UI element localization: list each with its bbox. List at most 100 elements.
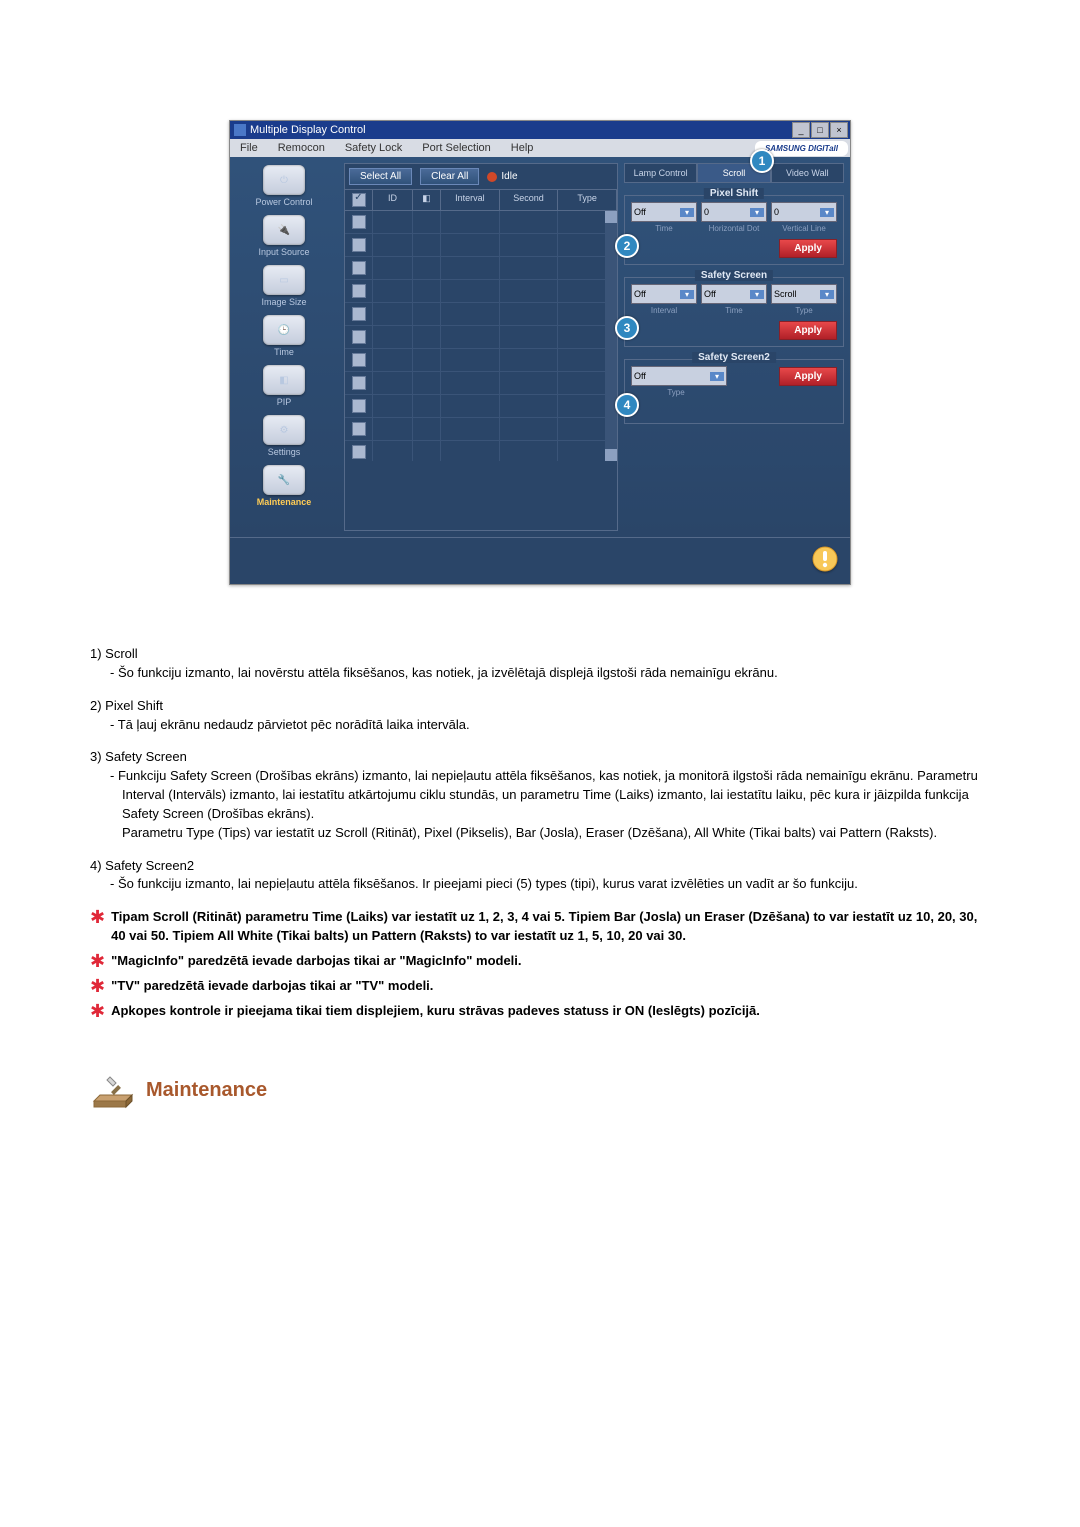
safety-screen-interval[interactable]: Off▾ bbox=[631, 284, 697, 304]
star-icon: ✱ bbox=[90, 952, 105, 971]
pixel-shift-onoff[interactable]: Off▾ bbox=[631, 202, 697, 222]
row-checkbox[interactable] bbox=[352, 261, 366, 275]
table-row[interactable] bbox=[345, 418, 617, 441]
callout-1: 1 bbox=[750, 149, 774, 173]
menu-safety-lock[interactable]: Safety Lock bbox=[335, 139, 412, 157]
idle-indicator: Idle bbox=[487, 171, 517, 182]
sidebar-item-power[interactable]: ⏻ Power Control bbox=[234, 163, 334, 209]
panel-tabs: Lamp Control Scroll Video Wall bbox=[624, 163, 844, 183]
table-row[interactable] bbox=[345, 280, 617, 303]
col-status: ◧ bbox=[413, 190, 441, 210]
table-row[interactable] bbox=[345, 349, 617, 372]
pixel-shift-group: Pixel Shift Off▾ 0▾ 0▾ Time Horizontal D… bbox=[624, 195, 844, 265]
table-row[interactable] bbox=[345, 441, 617, 461]
idle-dot-icon bbox=[487, 172, 497, 182]
safety-screen-apply-button[interactable]: Apply bbox=[779, 321, 837, 340]
display-grid: Select All Clear All Idle ID ◧ Interval … bbox=[344, 163, 618, 531]
maintenance-heading-icon bbox=[90, 1071, 136, 1111]
table-row[interactable] bbox=[345, 372, 617, 395]
maintenance-icon: 🔧 bbox=[263, 465, 305, 495]
pixel-shift-vline[interactable]: 0▾ bbox=[771, 202, 837, 222]
pixel-shift-title: Pixel Shift bbox=[704, 188, 764, 199]
callout-3: 3 bbox=[615, 316, 639, 340]
control-panel: Lamp Control Scroll Video Wall 1 Pixel S… bbox=[624, 163, 844, 531]
input-icon: 🔌 bbox=[263, 215, 305, 245]
table-row[interactable] bbox=[345, 326, 617, 349]
item-4-title: 4) Safety Screen2 bbox=[90, 857, 990, 876]
col-interval: Interval bbox=[441, 190, 500, 210]
grid-header: ID ◧ Interval Second Type bbox=[345, 189, 617, 211]
pip-icon: ◧ bbox=[263, 365, 305, 395]
time-icon: 🕒 bbox=[263, 315, 305, 345]
star-icon: ✱ bbox=[90, 908, 105, 946]
sidebar-item-time[interactable]: 🕒 Time bbox=[234, 313, 334, 359]
item-3-body2: Parametru Type (Tips) var iestatīt uz Sc… bbox=[90, 824, 990, 843]
scroll-up-icon[interactable] bbox=[605, 211, 617, 223]
table-row[interactable] bbox=[345, 303, 617, 326]
description-list: 1) Scroll - Šo funkciju izmanto, lai nov… bbox=[90, 645, 990, 894]
table-row[interactable] bbox=[345, 211, 617, 234]
safety-screen2-apply-button[interactable]: Apply bbox=[779, 367, 837, 386]
window-title: Multiple Display Control bbox=[250, 124, 366, 136]
section-heading-text: Maintenance bbox=[146, 1079, 267, 1102]
minimize-button[interactable]: _ bbox=[792, 122, 810, 138]
pixel-shift-apply-button[interactable]: Apply bbox=[779, 239, 837, 258]
item-3-title: 3) Safety Screen bbox=[90, 748, 990, 767]
menu-file[interactable]: File bbox=[230, 139, 268, 157]
safety-screen-type[interactable]: Scroll▾ bbox=[771, 284, 837, 304]
col-id: ID bbox=[373, 190, 413, 210]
table-row[interactable] bbox=[345, 234, 617, 257]
row-checkbox[interactable] bbox=[352, 215, 366, 229]
warning-icon bbox=[810, 544, 840, 578]
safety-screen2-type[interactable]: Off▾ bbox=[631, 366, 727, 386]
table-row[interactable] bbox=[345, 395, 617, 418]
sidebar-item-image-size[interactable]: ▭ Image Size bbox=[234, 263, 334, 309]
settings-icon: ⚙ bbox=[263, 415, 305, 445]
sidebar-item-pip[interactable]: ◧ PIP bbox=[234, 363, 334, 409]
tab-video-wall[interactable]: Video Wall bbox=[771, 163, 844, 183]
callout-4: 4 bbox=[615, 393, 639, 417]
table-row[interactable] bbox=[345, 257, 617, 280]
close-button[interactable]: × bbox=[830, 122, 848, 138]
callout-2: 2 bbox=[615, 234, 639, 258]
row-checkbox[interactable] bbox=[352, 399, 366, 413]
menu-port-selection[interactable]: Port Selection bbox=[412, 139, 500, 157]
safety-screen-title: Safety Screen bbox=[695, 270, 773, 281]
sidebar-item-settings[interactable]: ⚙ Settings bbox=[234, 413, 334, 459]
menu-help[interactable]: Help bbox=[501, 139, 544, 157]
scroll-down-icon[interactable] bbox=[605, 449, 617, 461]
row-checkbox[interactable] bbox=[352, 353, 366, 367]
row-checkbox[interactable] bbox=[352, 422, 366, 436]
titlebar: Multiple Display Control _ □ × bbox=[230, 121, 850, 139]
row-checkbox[interactable] bbox=[352, 238, 366, 252]
note-4: Apkopes kontrole ir pieejama tikai tiem … bbox=[111, 1002, 760, 1021]
grid-body bbox=[345, 211, 617, 461]
item-2-title: 2) Pixel Shift bbox=[90, 697, 990, 716]
tab-lamp-control[interactable]: Lamp Control bbox=[624, 163, 697, 183]
sidebar-item-input[interactable]: 🔌 Input Source bbox=[234, 213, 334, 259]
clear-all-button[interactable]: Clear All bbox=[420, 168, 479, 185]
col-second: Second bbox=[500, 190, 559, 210]
row-checkbox[interactable] bbox=[352, 376, 366, 390]
header-checkbox[interactable] bbox=[352, 193, 366, 207]
item-3-body1: - Funkciju Safety Screen (Drošības ekrān… bbox=[90, 767, 990, 824]
pixel-shift-hdot[interactable]: 0▾ bbox=[701, 202, 767, 222]
row-checkbox[interactable] bbox=[352, 284, 366, 298]
select-all-button[interactable]: Select All bbox=[349, 168, 412, 185]
section-heading: Maintenance bbox=[90, 1071, 990, 1111]
star-icon: ✱ bbox=[90, 977, 105, 996]
status-bar bbox=[230, 537, 850, 584]
item-2-body: - Tā ļauj ekrānu nedaudz pārvietot pēc n… bbox=[90, 716, 990, 735]
image-size-icon: ▭ bbox=[263, 265, 305, 295]
safety-screen-time[interactable]: Off▾ bbox=[701, 284, 767, 304]
maximize-button[interactable]: □ bbox=[811, 122, 829, 138]
safety-screen2-group: Safety Screen2 Off▾ Apply Type 4 bbox=[624, 359, 844, 424]
notes-list: ✱ Tipam Scroll (Ritināt) parametru Time … bbox=[90, 908, 990, 1020]
row-checkbox[interactable] bbox=[352, 330, 366, 344]
note-1: Tipam Scroll (Ritināt) parametru Time (L… bbox=[111, 908, 990, 946]
row-checkbox[interactable] bbox=[352, 307, 366, 321]
menu-remocon[interactable]: Remocon bbox=[268, 139, 335, 157]
note-2: "MagicInfo" paredzētā ievade darbojas ti… bbox=[111, 952, 521, 971]
sidebar-item-maintenance[interactable]: 🔧 Maintenance bbox=[234, 463, 334, 509]
row-checkbox[interactable] bbox=[352, 445, 366, 459]
